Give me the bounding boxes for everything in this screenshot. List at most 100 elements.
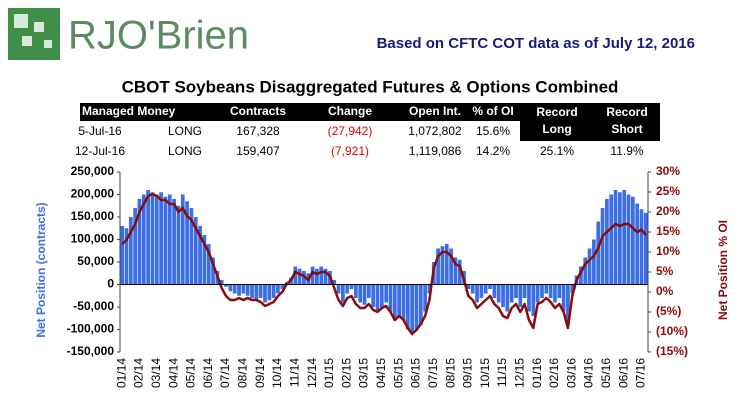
bar <box>548 284 553 298</box>
bar <box>583 257 588 285</box>
bar <box>401 284 406 321</box>
bar <box>219 280 224 285</box>
y2-tick-label: 25% <box>656 184 680 198</box>
bar <box>410 284 414 334</box>
bar <box>202 235 207 285</box>
bar <box>371 284 376 307</box>
bar <box>345 284 350 294</box>
bar <box>263 284 267 303</box>
bar <box>366 284 371 298</box>
logo-text: RJO'Brien <box>68 14 249 58</box>
bar <box>267 284 272 301</box>
bar <box>639 209 644 285</box>
table-header: Change <box>327 104 372 118</box>
bar <box>427 284 432 294</box>
x-tick-label: 12/14 <box>305 358 319 388</box>
bar <box>453 257 458 285</box>
bar <box>163 196 168 285</box>
x-tick-label: 01/14 <box>114 358 128 388</box>
bar <box>466 284 471 289</box>
bar <box>128 217 133 285</box>
table-header: Record Short <box>606 105 648 136</box>
bar <box>505 284 510 312</box>
bar <box>354 284 358 298</box>
x-tick-label: 04/15 <box>374 358 388 388</box>
bar <box>159 192 163 285</box>
x-tick-label: 08/14 <box>236 358 250 388</box>
bar <box>605 199 609 285</box>
y2-tick-label: 0% <box>656 284 674 298</box>
x-tick-label: 02/16 <box>547 358 561 388</box>
x-tick-label: 11/15 <box>495 358 509 387</box>
bar <box>258 284 263 298</box>
x-tick-label: 07/15 <box>426 358 440 388</box>
table-header: Contracts <box>229 104 286 118</box>
x-tick-label: 03/16 <box>564 358 578 388</box>
bar <box>388 284 393 312</box>
bar <box>527 284 531 312</box>
bar <box>414 284 419 330</box>
x-tick-label: 09/15 <box>461 358 475 388</box>
table-cell: LONG <box>167 124 202 138</box>
y2-tick-label: (5%) <box>656 304 681 318</box>
bar <box>570 284 575 294</box>
bar <box>544 284 549 294</box>
bar <box>172 199 176 285</box>
y-tick-label: -100,000 <box>67 322 115 336</box>
x-tick-label: 02/15 <box>339 358 353 388</box>
table-cell: 5-Jul-16 <box>78 124 122 138</box>
y-tick-label: 250,000 <box>71 164 115 178</box>
table-cell: 1,119,086 <box>408 144 462 158</box>
y2-tick-label: 10% <box>656 244 680 258</box>
bar <box>319 266 324 285</box>
bar <box>349 284 354 289</box>
bar <box>297 268 302 285</box>
x-tick-label: 05/14 <box>184 358 198 388</box>
bar <box>150 192 155 285</box>
table-cell: 1,072,802 <box>408 124 462 138</box>
x-tick-label: 06/16 <box>616 358 630 388</box>
bar <box>375 284 380 312</box>
bar <box>211 257 215 285</box>
bar <box>592 239 596 285</box>
bar <box>137 199 142 285</box>
bar <box>561 284 566 312</box>
y2-tick-label: (10%) <box>656 324 688 338</box>
x-tick-label: 06/14 <box>201 358 215 388</box>
bar <box>553 284 557 303</box>
bar <box>475 284 479 303</box>
bar <box>271 284 276 298</box>
bar <box>293 266 298 285</box>
bar <box>323 268 328 285</box>
x-tick-label: 10/15 <box>478 358 492 388</box>
y2-tick-label: 5% <box>656 264 674 278</box>
x-tick-label: 02/14 <box>132 358 146 388</box>
bar <box>609 194 614 285</box>
bar <box>332 280 337 285</box>
bar <box>384 284 389 303</box>
bar <box>635 203 640 285</box>
bar <box>198 226 202 285</box>
x-tick-label: 01/15 <box>322 358 336 388</box>
bar <box>531 284 536 316</box>
bar <box>501 284 505 307</box>
y2-tick-label: (15%) <box>656 344 688 358</box>
bar <box>193 217 198 285</box>
bar <box>392 284 397 321</box>
bar <box>626 194 631 285</box>
bar <box>440 246 445 285</box>
table-header: Record Long <box>536 105 578 136</box>
bar <box>167 194 172 285</box>
x-tick-label: 07/14 <box>218 358 232 388</box>
logo-pattern <box>14 14 52 48</box>
table-header-bg <box>80 103 660 121</box>
x-tick-label: 12/15 <box>512 358 526 388</box>
chart-title: CBOT Soybeans Disaggregated Futures & Op… <box>122 77 619 96</box>
bar <box>206 244 211 285</box>
bar <box>418 284 423 325</box>
bar <box>518 284 523 307</box>
bar <box>302 271 306 285</box>
bar <box>596 221 601 285</box>
